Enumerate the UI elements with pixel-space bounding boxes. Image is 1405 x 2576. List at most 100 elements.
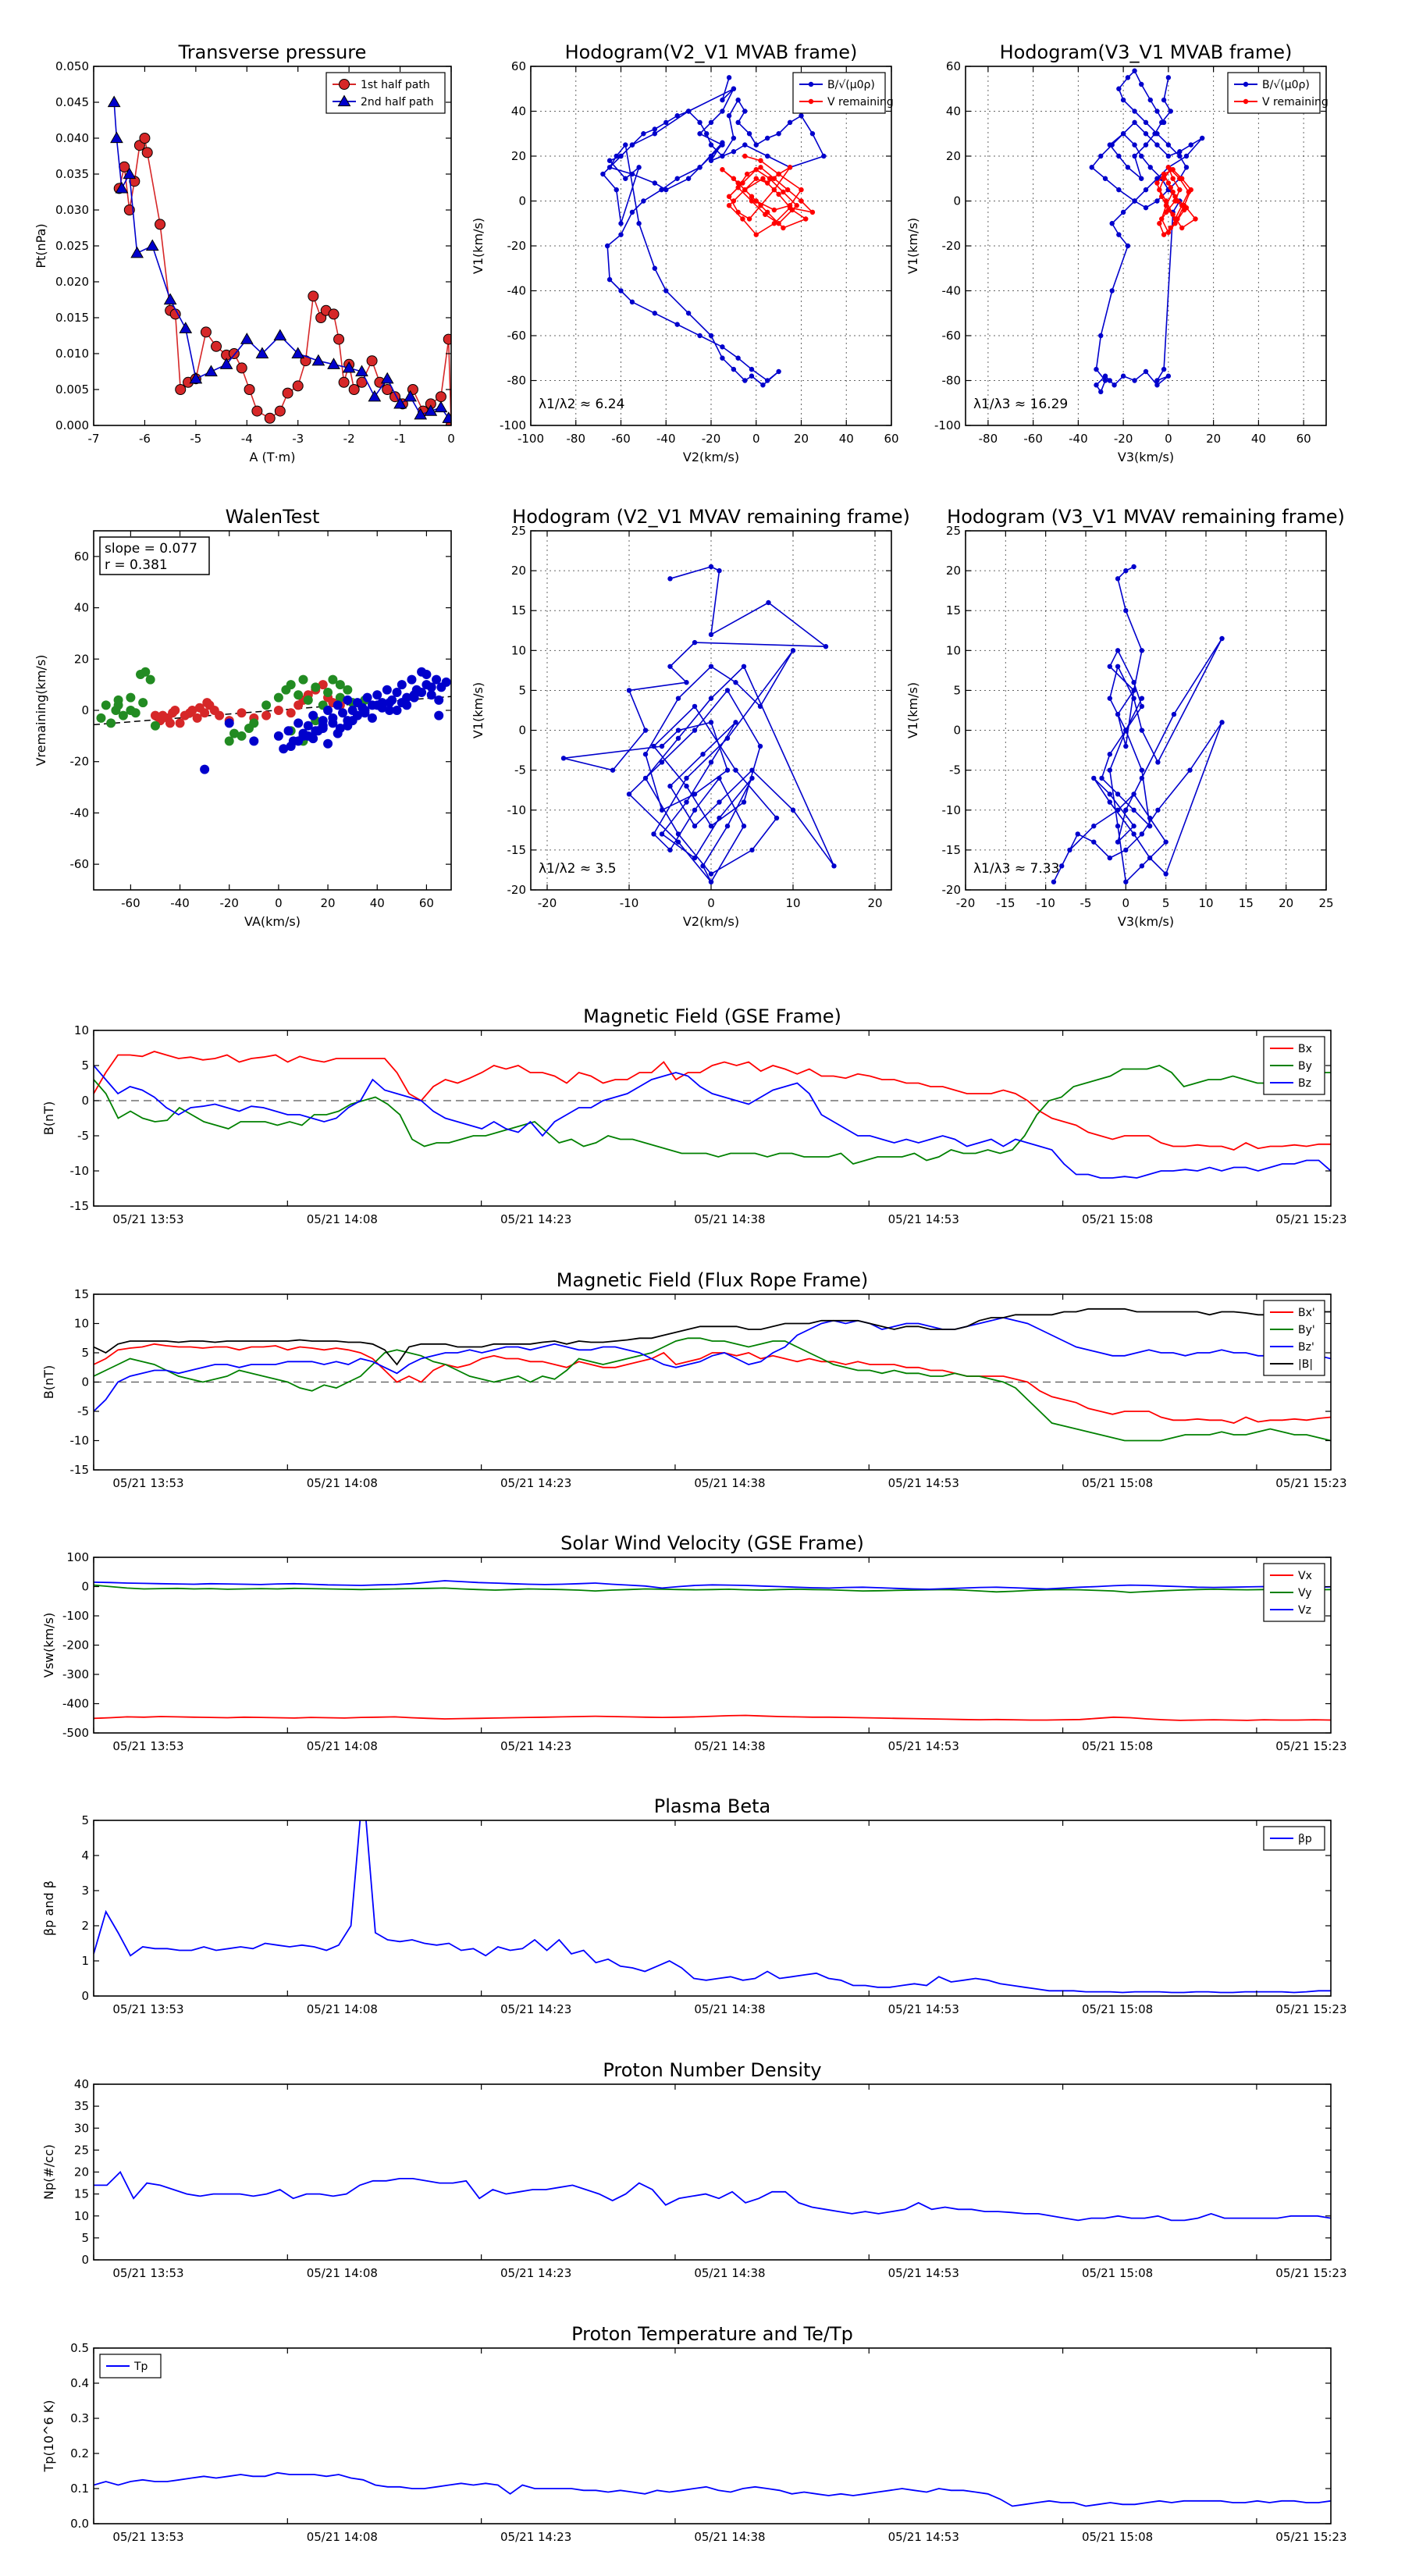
series-v-remaining-point <box>726 194 732 199</box>
y-tick-label: 60 <box>74 550 89 564</box>
series-group <box>94 1308 1331 1442</box>
series-b-0--point <box>685 109 692 114</box>
series-b-0--point <box>708 158 714 163</box>
series-0-point <box>1115 711 1121 717</box>
series-0-point <box>1155 760 1161 765</box>
series-v-remaining-point <box>1159 216 1165 222</box>
series-2nd-half-path-point <box>327 358 340 369</box>
series-v-remaining-point <box>787 165 793 170</box>
series-2nd-half-path-point <box>404 390 418 402</box>
y-tick-label: 0.035 <box>55 167 89 181</box>
series-0-point <box>286 708 296 718</box>
series-v-remaining-point <box>1172 194 1178 199</box>
series-group <box>94 1580 1331 1721</box>
legend-label: Bx <box>1298 1043 1312 1055</box>
series-0-line <box>563 566 835 884</box>
legend-label: Tp <box>133 2361 148 2373</box>
series-2-point <box>279 744 289 754</box>
x-tick-label: 20 <box>1279 896 1293 910</box>
series-1st-half-path-point <box>139 133 151 144</box>
series-b-0--point <box>636 221 642 226</box>
series-b-0--point <box>726 75 732 80</box>
series-0-point <box>757 743 763 749</box>
series-0-point <box>1131 792 1136 797</box>
series-0-point <box>708 564 714 570</box>
y-axis-label: Pt(nPa) <box>34 223 48 268</box>
series-v-remaining-point <box>1168 167 1173 173</box>
series-v-remaining-point <box>753 176 759 181</box>
series-v-remaining-point <box>776 171 781 177</box>
series-2-point <box>392 706 402 715</box>
series-b-0--point <box>1165 75 1172 80</box>
series-2nd-half-path-point <box>311 354 325 366</box>
series-1st-half-path-point <box>264 412 276 424</box>
series-1st-half-path-point <box>123 205 135 215</box>
series-2nd-half-path-point <box>189 372 203 384</box>
series-0-point <box>1139 831 1145 837</box>
y-tick-label: 0 <box>518 194 526 208</box>
series-0-point <box>1107 767 1113 773</box>
series-b-0--point <box>1116 86 1122 91</box>
series-b-0--point <box>1199 135 1205 141</box>
series-0-point <box>175 718 185 728</box>
legend: Tp <box>99 2354 162 2379</box>
x-tick-label: -60 <box>611 432 631 446</box>
series-0-point <box>708 696 714 701</box>
y-tick-label: 5 <box>81 2231 89 2245</box>
series-v-remaining-point <box>787 203 793 208</box>
legend-label: By' <box>1298 1324 1315 1336</box>
series-v-remaining-point <box>771 176 777 181</box>
series-2-point <box>303 720 313 731</box>
series-b-0--point <box>1132 68 1137 73</box>
series-v-remaining-point <box>1175 198 1180 204</box>
series-0-point <box>659 760 665 765</box>
y-tick-label: -20 <box>942 883 962 897</box>
series-v-remaining-point <box>789 207 795 213</box>
series-v-remaining-point <box>771 221 777 226</box>
series-2-point <box>286 742 296 751</box>
series-0-point <box>692 728 698 733</box>
series-1st-half-path-point <box>274 405 286 417</box>
x-tick-label: -1 <box>394 432 406 446</box>
series-b-0--point <box>753 142 759 148</box>
series-b-0--point <box>629 142 635 148</box>
series-0-point <box>610 767 616 773</box>
series-b-0--point <box>1143 142 1149 148</box>
y-tick-label: -500 <box>62 1726 89 1740</box>
series-b-0--point <box>618 221 624 226</box>
series-v-remaining-point <box>771 187 777 193</box>
series-b-0--point <box>1107 378 1113 383</box>
annotation: λ1/λ3 ≈ 7.33 <box>973 861 1059 877</box>
y-tick-label: 40 <box>946 105 961 119</box>
series-0-point <box>1163 839 1168 845</box>
series-0-point <box>1131 831 1136 837</box>
series-b-0--point <box>764 153 770 159</box>
x-tick-label: 40 <box>839 432 854 446</box>
series-1st-half-path-point <box>348 384 360 395</box>
x-tick-label: -60 <box>121 896 140 910</box>
annotation: λ1/λ2 ≈ 6.24 <box>539 397 624 412</box>
x-tick-label: 20 <box>867 896 882 910</box>
series-1-point <box>118 710 128 720</box>
series-b-0--point <box>1154 142 1160 148</box>
series-0-point <box>659 743 665 749</box>
series-2-point <box>434 695 444 705</box>
chart-hodogram-v2-v1-mvav: -20 -15 -10 -5 0 5 10 15 20 25 -20 -10 0 10 20 Hodogram… <box>471 506 910 929</box>
series-0-point <box>1187 767 1193 773</box>
series-0-point <box>675 839 681 845</box>
series-b-0--point <box>1120 373 1126 379</box>
series-b-0--point <box>735 119 741 126</box>
y-tick-label: -20 <box>942 239 962 253</box>
y-tick-label: 25 <box>74 2143 89 2157</box>
series-0-point <box>1147 855 1153 861</box>
series-0-point <box>560 756 567 761</box>
legend-label: Vx <box>1298 1570 1312 1582</box>
series-b-0--point <box>776 368 781 375</box>
series-v-remaining-point <box>784 187 791 193</box>
series-v-remaining-point <box>1161 232 1167 237</box>
chart-hodogram-v3-v1-mvav: -20 -15 -10 -5 0 5 10 15 20 25 -20 -15 -10 -5 0 5 10 15 20… <box>905 506 1345 929</box>
y-tick-label: 5 <box>81 1059 89 1073</box>
series-bz--line <box>94 1317 1331 1412</box>
series-2-point <box>382 685 392 695</box>
series-b-0--point <box>1183 165 1190 170</box>
